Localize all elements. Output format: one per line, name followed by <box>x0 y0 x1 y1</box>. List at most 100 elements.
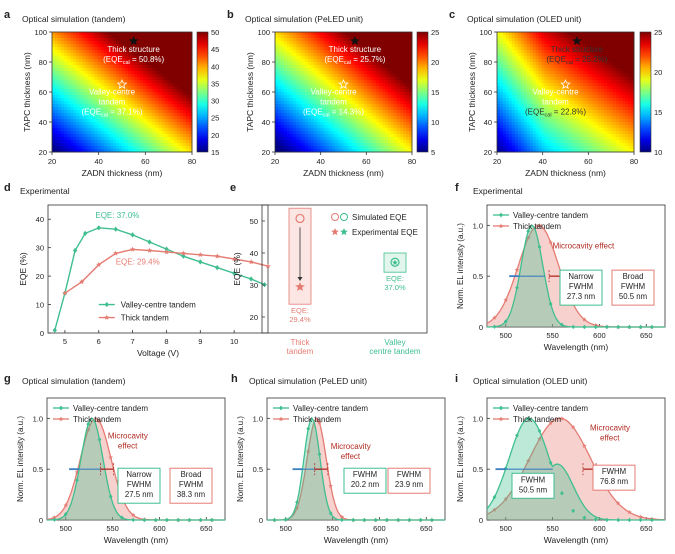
heatmap-cell <box>109 128 114 132</box>
heatmap-cell <box>76 44 80 48</box>
heatmap-cell <box>556 41 560 45</box>
heatmap-cell <box>520 56 525 60</box>
heatmap-cell <box>277 41 282 45</box>
heatmap-cell <box>140 95 144 99</box>
heatmap-cell <box>388 56 392 60</box>
heatmap-cell <box>535 122 540 126</box>
heatmap-cell <box>137 116 141 120</box>
heatmap-cell <box>149 128 153 132</box>
heatmap-cell <box>403 71 407 75</box>
heatmap-cell <box>125 137 129 141</box>
heatmap-cell <box>292 59 297 63</box>
heatmap-cell <box>88 116 92 120</box>
heatmap-cell <box>571 56 575 60</box>
heatmap-cell <box>346 83 350 87</box>
heatmap-cell <box>556 149 560 153</box>
heatmap-cell <box>370 140 374 144</box>
heatmap-cell <box>179 116 184 120</box>
heatmap-cell <box>517 83 522 87</box>
heatmap-cell <box>289 38 294 42</box>
heatmap-cell <box>385 110 389 114</box>
heatmap-cell <box>406 77 410 81</box>
heatmap-cell <box>559 137 563 141</box>
heatmap-cell <box>346 86 350 90</box>
heatmap-cell <box>559 110 563 114</box>
heatmap-cell <box>409 119 413 123</box>
heatmap-cell <box>553 80 557 84</box>
heatmap-cell <box>334 146 338 150</box>
heatmap-cell <box>403 41 407 45</box>
heatmap-cell <box>280 80 285 84</box>
heatmap-cell <box>100 89 105 93</box>
heatmap-cell <box>170 44 175 48</box>
heatmap-cell <box>385 149 389 153</box>
heatmap-cell <box>328 137 332 141</box>
heatmap-cell <box>122 143 126 147</box>
heatmap-cell <box>125 98 129 102</box>
heatmap-cell <box>176 116 181 120</box>
heatmap-cell <box>583 116 587 120</box>
heatmap-cell <box>523 65 528 69</box>
heatmap-cell <box>565 35 569 39</box>
heatmap-cell <box>382 101 386 105</box>
heatmap-cell <box>185 98 190 102</box>
heatmap-cell <box>562 89 566 93</box>
heatmap-cell <box>394 113 398 117</box>
heatmap-cell <box>115 41 120 45</box>
heatmap-cell <box>523 107 528 111</box>
heatmap-cell <box>508 68 513 72</box>
heatmap-cell <box>511 80 516 84</box>
heatmap-cell <box>137 74 141 78</box>
heatmap-cell <box>328 68 332 72</box>
heatmap-cell <box>58 113 62 117</box>
heatmap-cell <box>505 119 510 123</box>
heatmap-cell <box>164 143 169 147</box>
heatmap-cell <box>532 59 537 63</box>
annotation-value: = 37.1%) <box>108 108 143 117</box>
heatmap-cell <box>286 59 291 63</box>
heatmap-cell <box>91 71 96 75</box>
heatmap-cell <box>352 80 356 84</box>
heatmap-cell <box>358 65 362 69</box>
heatmap-cell <box>185 131 190 135</box>
heatmap-cell <box>76 95 80 99</box>
heatmap-cell <box>322 134 327 138</box>
heatmap-cell <box>370 77 374 81</box>
heatmap-cell <box>316 149 321 153</box>
heatmap-cell <box>152 32 156 36</box>
heatmap-cell <box>155 53 159 57</box>
heatmap-cell <box>361 38 365 42</box>
heatmap-cell <box>517 143 522 147</box>
heatmap-cell <box>313 47 318 51</box>
heatmap-cell <box>406 110 410 114</box>
heatmap-cell <box>523 32 528 36</box>
heatmap-cell <box>409 71 413 75</box>
heatmap-cell <box>325 122 330 126</box>
heatmap-cell <box>562 98 566 102</box>
heatmap-cell <box>106 140 111 144</box>
heatmap-cell <box>379 98 383 102</box>
heatmap-cell <box>307 53 312 57</box>
heatmap-cell <box>325 80 330 84</box>
heatmap-cell <box>97 41 102 45</box>
heatmap-cell <box>568 44 572 48</box>
heatmap-cell <box>52 68 56 72</box>
heatmap-cell <box>70 77 74 81</box>
heatmap-cell <box>574 83 578 87</box>
heatmap-cell <box>149 110 153 114</box>
heatmap-cell <box>358 128 362 132</box>
heatmap-cell <box>391 41 395 45</box>
heatmap-cell <box>523 140 528 144</box>
heatmap-cell <box>109 92 114 96</box>
heatmap-cell <box>520 65 525 69</box>
heatmap-cell <box>355 92 359 96</box>
heatmap-cell <box>79 59 83 63</box>
heatmap-cell <box>388 116 392 120</box>
heatmap-cell <box>373 68 377 72</box>
heatmap-cell <box>277 53 282 57</box>
heatmap-cell <box>361 68 365 72</box>
heatmap-cell <box>82 86 86 90</box>
heatmap-cell <box>179 83 184 87</box>
heatmap-cell <box>307 50 312 54</box>
heatmap-cell <box>173 41 178 45</box>
